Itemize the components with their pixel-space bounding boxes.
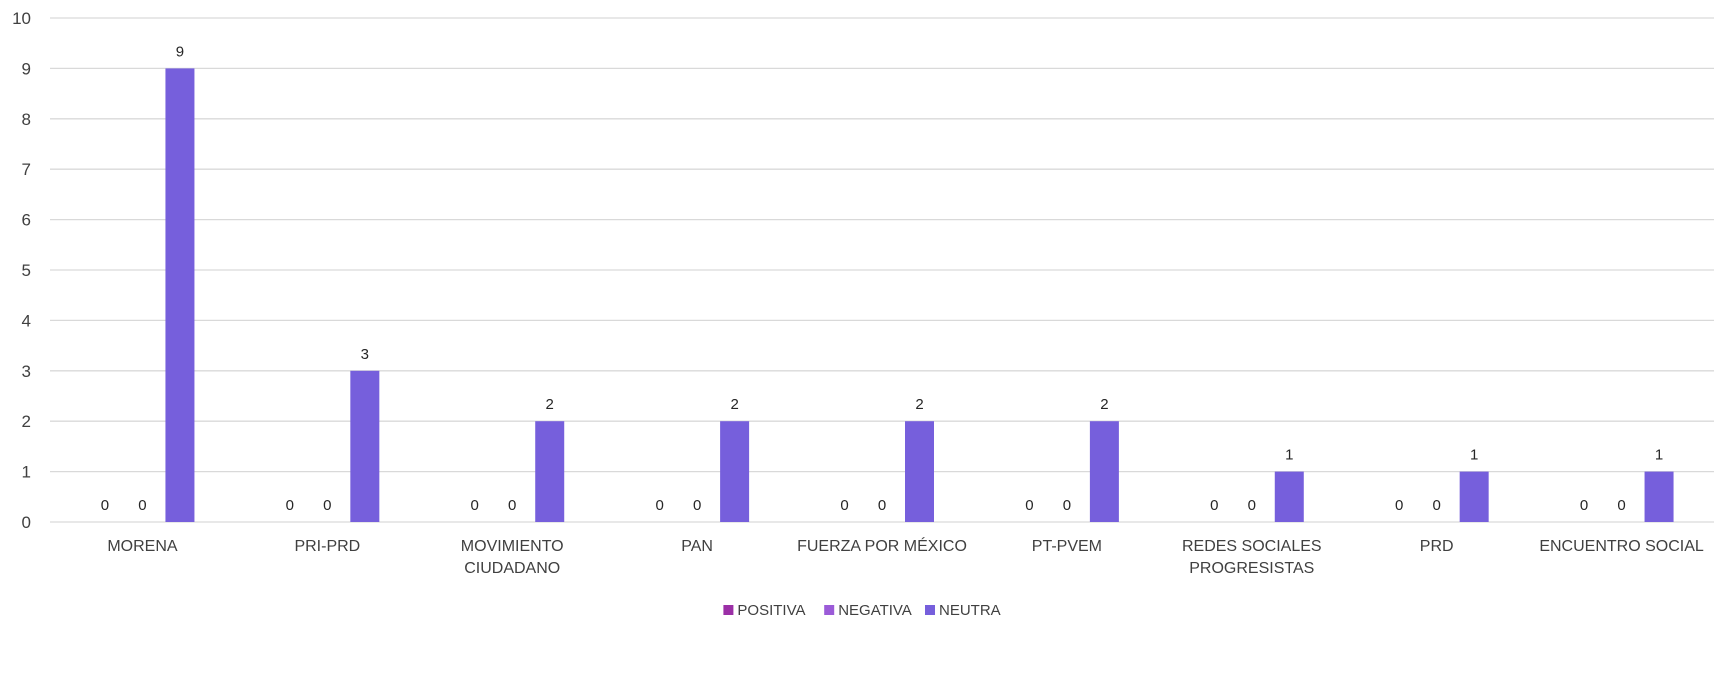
category-label: REDES SOCIALES (1182, 538, 1322, 555)
y-tick-label: 3 (22, 362, 31, 381)
data-label: 0 (840, 497, 848, 514)
category-label: PT-PVEM (1032, 538, 1102, 555)
legend-swatch (925, 605, 935, 615)
data-label: 2 (1100, 396, 1108, 413)
bar-neutra (350, 370, 380, 522)
data-label: 3 (361, 346, 369, 363)
y-axis-ticks: 0 1 2 3 4 5 6 7 8 9 10 (12, 9, 31, 532)
category-label: ENCUENTRO SOCIAL (1539, 538, 1704, 555)
data-label: 0 (1432, 497, 1440, 514)
y-tick-label: 1 (22, 463, 31, 482)
data-label: 2 (730, 396, 738, 413)
y-tick-label: 2 (22, 412, 31, 431)
bars (165, 68, 1674, 523)
bar-neutra (720, 421, 750, 522)
category-label: PRD (1420, 538, 1454, 555)
data-label: 9 (176, 43, 184, 60)
data-label: 2 (915, 396, 923, 413)
category-label: PAN (681, 538, 713, 555)
data-label: 0 (1617, 497, 1625, 514)
legend-item-neutra: NEUTRA (925, 602, 1001, 619)
data-label: 1 (1655, 447, 1663, 464)
data-label: 1 (1470, 447, 1478, 464)
y-tick-label: 5 (22, 261, 31, 280)
category-label: MORENA (107, 538, 178, 555)
bar-neutra (1274, 471, 1304, 522)
data-label: 0 (508, 497, 516, 514)
legend-item-positiva: POSITIVA (723, 602, 805, 619)
category-label: PRI-PRD (294, 538, 360, 555)
data-label: 2 (546, 396, 554, 413)
category-label: PROGRESISTAS (1189, 560, 1314, 577)
data-label: 0 (1210, 497, 1218, 514)
bar-neutra (535, 421, 565, 522)
data-label: 0 (1580, 497, 1588, 514)
data-label: 0 (1395, 497, 1403, 514)
data-labels: 0 0 9 0 0 3 0 0 2 0 0 2 0 0 2 0 0 2 0 0 1 0 0 1 0 0 1 (101, 43, 1663, 514)
category-label: CIUDADANO (464, 560, 560, 577)
legend-swatch (824, 605, 835, 615)
bar-neutra (165, 68, 195, 523)
legend-swatch (723, 605, 734, 615)
legend-label: NEUTRA (939, 602, 1001, 619)
y-tick-label: 7 (22, 160, 31, 179)
bar-neutra (1089, 421, 1119, 522)
data-label: 0 (101, 497, 109, 514)
legend-label: POSITIVA (737, 602, 805, 619)
data-label: 0 (471, 497, 479, 514)
data-label: 0 (1025, 497, 1033, 514)
data-label: 1 (1285, 447, 1293, 464)
data-label: 0 (693, 497, 701, 514)
bar-neutra (1644, 471, 1674, 522)
y-tick-label: 9 (22, 59, 31, 78)
y-tick-label: 0 (22, 513, 31, 532)
bar-neutra (905, 421, 934, 522)
y-tick-label: 10 (12, 9, 31, 28)
data-label: 0 (138, 497, 146, 514)
legend-item-negativa: NEGATIVA (824, 602, 912, 619)
data-label: 0 (1063, 497, 1071, 514)
data-label: 0 (323, 497, 331, 514)
legend-label: NEGATIVA (838, 602, 912, 619)
data-label: 0 (878, 497, 886, 514)
y-tick-label: 4 (22, 311, 31, 330)
data-label: 0 (286, 497, 294, 514)
category-label: FUERZA POR MÉXICO (797, 536, 967, 555)
data-label: 0 (1248, 497, 1256, 514)
category-label: MOVIMIENTO (461, 538, 564, 555)
x-axis-categories: MORENA PRI-PRD MOVIMIENTO CIUDADANO PAN FUERZ… (107, 536, 1704, 577)
legend: POSITIVA NEGATIVA NEUTRA (723, 602, 1001, 619)
y-tick-label: 8 (22, 110, 31, 129)
gridlines (50, 17, 1714, 523)
y-tick-label: 6 (22, 211, 31, 230)
bar-neutra (1459, 471, 1489, 522)
data-label: 0 (655, 497, 663, 514)
